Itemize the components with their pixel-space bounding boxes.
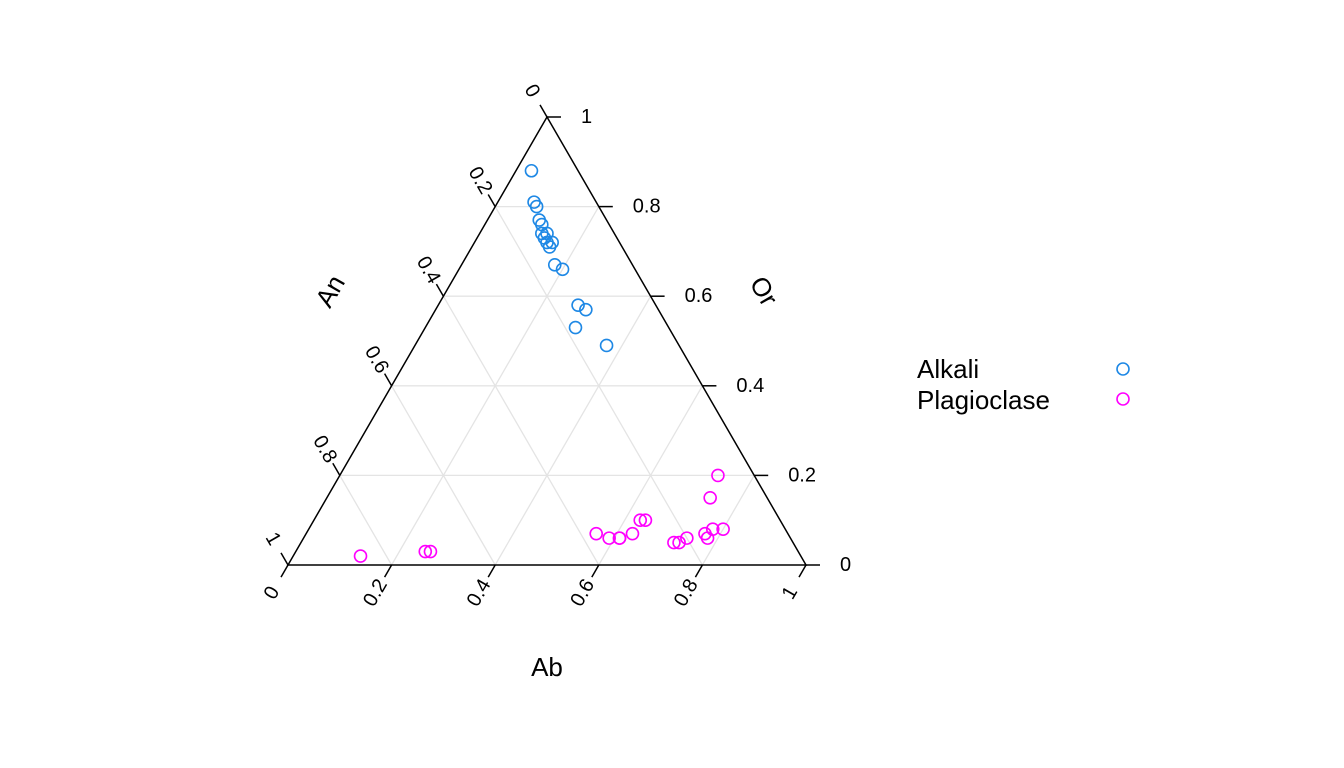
point-alkali bbox=[555, 262, 570, 277]
point-alkali bbox=[542, 240, 557, 254]
tick-mark-ab bbox=[591, 564, 600, 578]
legend-marker-alkali bbox=[1116, 362, 1130, 376]
point-plagioclase bbox=[589, 526, 604, 541]
tick-label-ab: 1 bbox=[778, 583, 803, 604]
point-plagioclase bbox=[633, 513, 648, 528]
point-alkali bbox=[524, 163, 539, 178]
tick-label-or: 0.6 bbox=[685, 285, 713, 307]
legend-item-alkali: Alkali bbox=[917, 354, 1130, 384]
point-plagioclase bbox=[700, 531, 715, 545]
triangle-outline bbox=[286, 115, 808, 566]
legend: Alkali Plagioclase bbox=[917, 354, 1130, 415]
tick-label-or: 0.2 bbox=[788, 464, 816, 486]
triangle-frame bbox=[286, 115, 808, 566]
grid-line-ab bbox=[598, 385, 703, 566]
point-plagioclase bbox=[672, 535, 686, 550]
tick-label-ab: 0.2 bbox=[359, 575, 392, 610]
axis-ticks: 0 0.2 0.4 0.6 0.8 1 0 0.2 0.4 0.6 0.8 1 0 0.2 0.4 0.6 0.… bbox=[260, 81, 852, 611]
tick-mark-an bbox=[435, 283, 445, 297]
grid-line-ab bbox=[494, 295, 652, 566]
tick-label-ab: 0.4 bbox=[463, 575, 496, 610]
tick-mark-ab bbox=[798, 564, 807, 578]
legend-marker-plagioclase bbox=[1116, 392, 1130, 406]
point-plagioclase bbox=[703, 490, 717, 505]
grid-line-an bbox=[391, 385, 496, 566]
point-alkali bbox=[529, 199, 544, 214]
axis-title-or: Or bbox=[744, 271, 785, 311]
point-alkali bbox=[568, 320, 583, 335]
data-points bbox=[353, 163, 730, 563]
point-alkali bbox=[599, 338, 614, 353]
tick-label-ab: 0.8 bbox=[670, 575, 703, 610]
tick-label-an: 0.8 bbox=[308, 432, 341, 467]
legend-label-alkali: Alkali bbox=[917, 354, 979, 384]
tick-label-or: 0.4 bbox=[736, 375, 764, 397]
tick-label-an: 0.6 bbox=[360, 342, 393, 377]
point-plagioclase bbox=[680, 531, 694, 545]
axis-title-an: An bbox=[309, 270, 351, 313]
tick-mark-an bbox=[487, 194, 496, 207]
point-alkali bbox=[579, 302, 593, 317]
tick-label-an: 0.2 bbox=[464, 163, 497, 198]
point-alkali bbox=[571, 298, 585, 312]
point-plagioclase bbox=[353, 549, 368, 563]
tick-mark-an bbox=[280, 552, 289, 566]
tick-mark-ab bbox=[487, 564, 496, 578]
tick-mark-ab bbox=[280, 564, 289, 578]
tick-label-an: 1 bbox=[261, 529, 286, 550]
tick-label-or: 1 bbox=[581, 106, 592, 128]
point-plagioclase bbox=[602, 531, 616, 545]
point-plagioclase bbox=[711, 468, 725, 483]
legend-label-plagioclase: Plagioclase bbox=[917, 385, 1050, 415]
tick-label-or: 0 bbox=[840, 554, 851, 576]
point-plagioclase bbox=[418, 544, 433, 559]
tick-label-an: 0.4 bbox=[412, 253, 445, 288]
tick-mark-an bbox=[539, 104, 548, 118]
tick-mark-an bbox=[383, 373, 393, 387]
point-plagioclase bbox=[625, 526, 640, 541]
tick-mark-ab bbox=[694, 564, 704, 578]
point-plagioclase bbox=[716, 522, 730, 536]
legend-item-plagioclase: Plagioclase bbox=[917, 385, 1130, 415]
grid-line-an bbox=[339, 475, 393, 566]
axis-title-ab: Ab bbox=[531, 652, 563, 682]
point-alkali bbox=[547, 258, 562, 272]
grid-line-an bbox=[442, 295, 600, 566]
tick-label-ab: 0.6 bbox=[566, 575, 599, 610]
tick-mark-ab bbox=[383, 564, 393, 578]
grid-line-ab bbox=[701, 475, 755, 566]
point-plagioclase bbox=[667, 535, 681, 550]
tick-label-or: 0.8 bbox=[633, 196, 661, 218]
tick-label-ab: 0 bbox=[260, 583, 285, 604]
tick-label-an: 0 bbox=[520, 81, 545, 102]
point-plagioclase bbox=[612, 531, 627, 545]
grid-lines bbox=[339, 205, 755, 566]
tick-mark-an bbox=[332, 462, 341, 476]
point-plagioclase bbox=[423, 544, 438, 559]
point-plagioclase bbox=[638, 513, 653, 528]
